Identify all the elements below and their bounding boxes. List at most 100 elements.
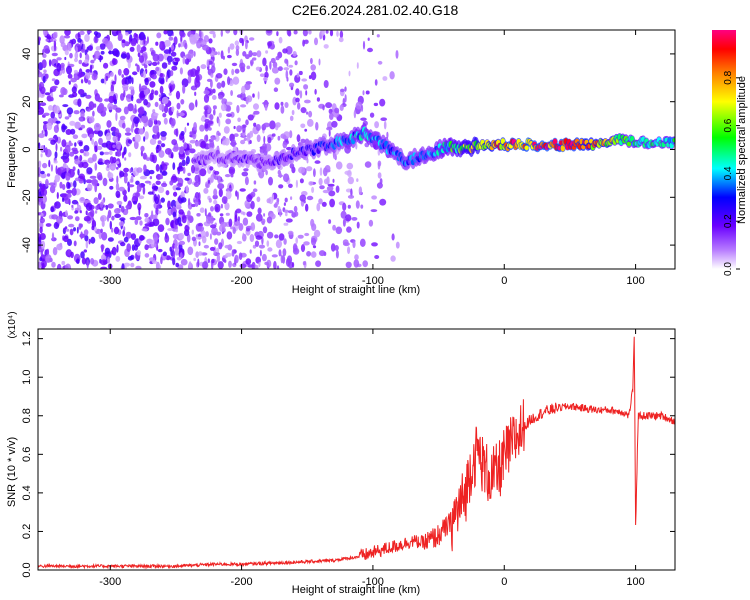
noise-speckle [102, 177, 108, 187]
noise-speckle [65, 129, 72, 135]
noise-speckle [66, 165, 69, 173]
noise-speckle [175, 262, 179, 268]
noise-speckle [112, 48, 119, 56]
noise-speckle [73, 69, 78, 74]
ridge-mark [552, 138, 558, 145]
noise-speckle [55, 165, 58, 175]
noise-speckle [310, 251, 317, 258]
noise-speckle [179, 67, 183, 75]
noise-speckle [299, 90, 303, 99]
noise-speckle [139, 31, 145, 41]
noise-speckle [209, 246, 216, 251]
noise-speckle [129, 168, 132, 174]
noise-speckle [80, 251, 85, 259]
noise-speckle [116, 244, 119, 253]
noise-speckle [245, 119, 249, 126]
noise-speckle [323, 44, 329, 49]
noise-speckle [206, 59, 209, 67]
noise-speckle [293, 30, 298, 35]
noise-speckle [130, 124, 134, 133]
noise-speckle [259, 249, 262, 257]
noise-speckle [196, 65, 201, 73]
noise-speckle [228, 218, 233, 228]
y-tick-label: 20 [21, 96, 33, 108]
noise-speckle [40, 250, 44, 256]
noise-speckle [379, 178, 383, 185]
noise-speckle [305, 90, 308, 96]
noise-speckle [170, 44, 175, 51]
noise-speckle [171, 106, 175, 112]
noise-speckle [59, 181, 63, 189]
noise-speckle [124, 132, 132, 136]
noise-speckle [272, 61, 278, 68]
noise-speckle [193, 181, 200, 187]
noise-speckle [51, 261, 56, 268]
snr-y-axis: 0.0 0.2 0.4 0.6 0.8 1.0 1.2 [21, 331, 675, 578]
noise-speckle [236, 94, 243, 98]
noise-speckle [182, 84, 186, 94]
noise-speckle [180, 99, 185, 105]
noise-speckle [342, 202, 347, 211]
x-tick-label: -300 [99, 576, 121, 588]
noise-speckle [45, 38, 49, 42]
noise-speckle [382, 76, 388, 81]
noise-speckle [223, 259, 227, 263]
noise-speckle [315, 121, 319, 131]
noise-speckle [70, 128, 76, 135]
noise-speckle [195, 99, 198, 108]
noise-speckle [276, 265, 280, 269]
noise-speckle [154, 240, 158, 248]
noise-speckle [94, 162, 98, 171]
noise-speckle [64, 226, 68, 230]
noise-speckle [225, 190, 232, 200]
noise-speckle [289, 115, 294, 122]
noise-speckle [99, 43, 106, 50]
noise-speckle [307, 118, 314, 127]
noise-speckle [213, 199, 218, 205]
noise-speckle [115, 190, 121, 198]
noise-speckle [342, 239, 349, 246]
noise-speckle [274, 102, 280, 110]
noise-speckle [111, 246, 117, 256]
noise-speckle [155, 164, 160, 172]
noise-speckle [39, 102, 47, 107]
noise-speckle [302, 261, 306, 266]
noise-speckle [138, 207, 141, 216]
noise-speckle [149, 176, 153, 180]
noise-speckle [220, 50, 224, 60]
noise-speckle [107, 237, 114, 242]
noise-speckle [61, 139, 67, 148]
noise-speckle [138, 195, 145, 200]
noise-speckle [158, 150, 165, 158]
noise-speckle [288, 183, 293, 188]
noise-speckle [115, 255, 121, 262]
noise-speckle [334, 245, 339, 251]
noise-speckle [285, 69, 289, 79]
noise-speckle [252, 188, 258, 193]
noise-speckle [253, 122, 257, 127]
noise-speckle [156, 144, 159, 150]
noise-speckle [246, 65, 251, 70]
noise-speckle [50, 206, 55, 213]
noise-speckle [159, 73, 163, 77]
noise-speckle [75, 46, 78, 54]
noise-speckle [179, 112, 185, 117]
noise-speckle [252, 244, 257, 249]
noise-speckle [41, 59, 47, 69]
noise-speckle [99, 201, 104, 209]
noise-speckle [200, 64, 207, 70]
noise-speckle [289, 163, 295, 169]
noise-speckle [107, 102, 114, 110]
noise-speckle [228, 166, 236, 176]
noise-speckle [310, 218, 315, 228]
noise-speckle [132, 71, 138, 76]
noise-speckle [338, 37, 344, 43]
noise-speckle [194, 141, 202, 147]
noise-speckle [53, 105, 61, 114]
noise-speckle [180, 32, 186, 38]
noise-speckle [86, 167, 93, 175]
noise-speckle [131, 77, 134, 85]
colorbar: 0.0 0.2 0.4 0.6 0.8 Normalized spectral ampl… [712, 30, 748, 276]
noise-speckle [42, 258, 45, 262]
noise-speckle [256, 196, 261, 203]
